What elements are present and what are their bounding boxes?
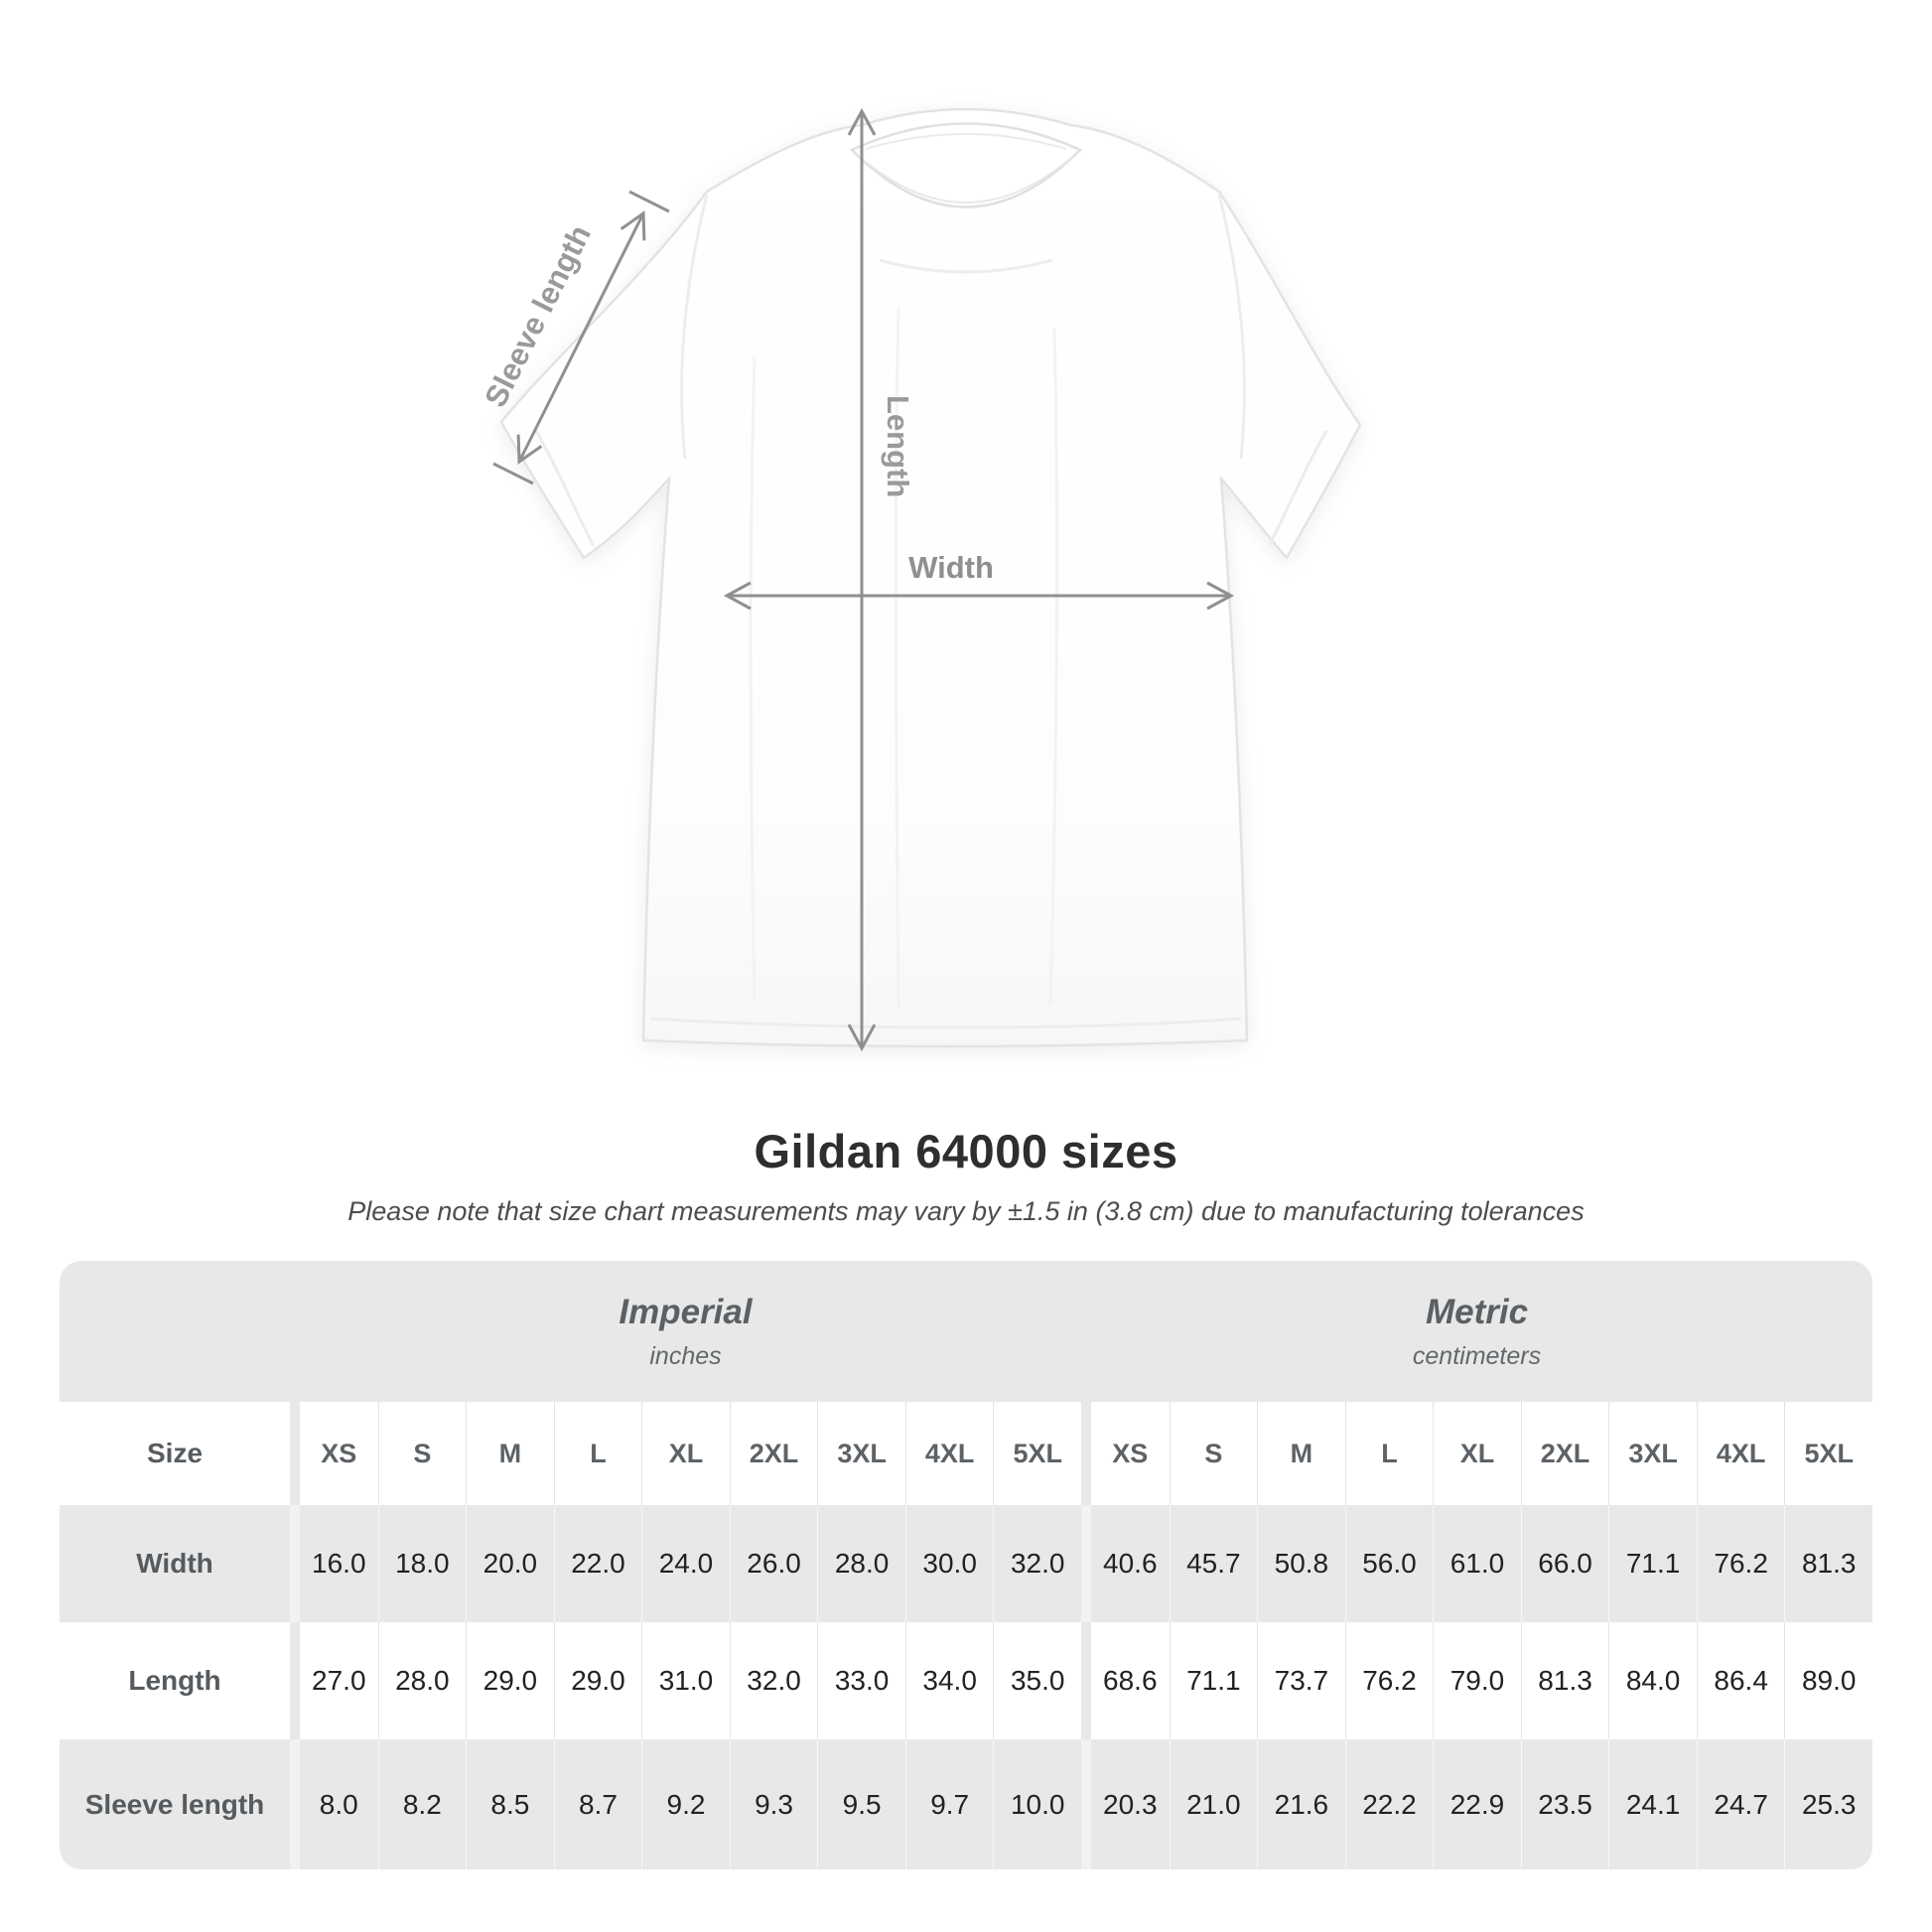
- tshirt-diagram: Sleeve length Length Width: [478, 107, 1362, 1052]
- value-metric-3xl: 71.1: [1608, 1505, 1697, 1622]
- value-imperial-4xl: 30.0: [904, 1505, 994, 1622]
- value-metric-4xl: 24.7: [1696, 1739, 1785, 1869]
- value-metric-3xl: 24.1: [1608, 1739, 1697, 1869]
- imperial-group-name: Imperial: [619, 1292, 753, 1331]
- measurement-row-width: Width 16.0 18.0 20.0 22.0 24.0 26.0 28.0 30.0 32.…: [60, 1505, 1872, 1622]
- value-metric-2xl: 81.3: [1520, 1622, 1609, 1739]
- value-imperial-s: 28.0: [377, 1622, 467, 1739]
- size-header-row: Size XS S M L XL 2XL 3XL 4XL 5XL XS S M L XL 2XL 3XL 4XL…: [60, 1402, 1872, 1505]
- value-imperial-s: 8.2: [377, 1739, 467, 1869]
- value-metric-xl: 79.0: [1433, 1622, 1521, 1739]
- size-header-metric-3xl: 3XL: [1608, 1402, 1697, 1505]
- value-metric-s: 45.7: [1169, 1505, 1258, 1622]
- measurement-row-length: Length 27.0 28.0 29.0 29.0 31.0 32.0 33.0 34.0 35…: [60, 1622, 1872, 1739]
- value-metric-xs: 68.6: [1081, 1622, 1170, 1739]
- length-label: Length: [881, 395, 915, 497]
- value-imperial-xs: 27.0: [290, 1622, 378, 1739]
- metric-group-header: Metric centimeters: [1081, 1261, 1872, 1402]
- value-imperial-4xl: 34.0: [904, 1622, 994, 1739]
- value-metric-xl: 22.9: [1433, 1739, 1521, 1869]
- value-metric-xs: 20.3: [1081, 1739, 1170, 1869]
- size-header-imperial-m: M: [466, 1402, 554, 1505]
- value-imperial-2xl: 32.0: [729, 1622, 818, 1739]
- size-header-metric-s: S: [1169, 1402, 1258, 1505]
- row-label: Length: [128, 1665, 221, 1696]
- unit-group-header-row: Imperial inches Metric centimeters: [60, 1261, 1872, 1402]
- metric-group-unit: centimeters: [1412, 1341, 1542, 1370]
- size-header-metric-xl: XL: [1433, 1402, 1521, 1505]
- metric-group-name: Metric: [1425, 1292, 1529, 1331]
- tshirt-graphic: [499, 107, 1362, 1048]
- value-metric-2xl: 66.0: [1520, 1505, 1609, 1622]
- size-header-imperial-4xl: 4XL: [904, 1402, 994, 1505]
- imperial-group-header: Imperial inches: [290, 1261, 1081, 1402]
- row-label: Sleeve length: [84, 1788, 265, 1820]
- value-imperial-s: 18.0: [377, 1505, 467, 1622]
- tolerance-note: Please note that size chart measurements…: [347, 1196, 1585, 1226]
- value-metric-2xl: 23.5: [1520, 1739, 1609, 1869]
- page-title: Gildan 64000 sizes: [754, 1125, 1178, 1177]
- value-imperial-2xl: 26.0: [729, 1505, 818, 1622]
- size-header-imperial-xs: XS: [290, 1402, 378, 1505]
- value-metric-xl: 61.0: [1433, 1505, 1521, 1622]
- value-imperial-l: 22.0: [553, 1505, 642, 1622]
- value-imperial-xl: 9.2: [641, 1739, 730, 1869]
- tshirt-measurement-figure: Sleeve length Length Width: [478, 107, 1362, 1052]
- value-metric-3xl: 84.0: [1608, 1622, 1697, 1739]
- value-metric-m: 21.6: [1257, 1739, 1345, 1869]
- value-imperial-l: 8.7: [553, 1739, 642, 1869]
- value-imperial-2xl: 9.3: [729, 1739, 818, 1869]
- size-table: Imperial inches Metric centimeters Size …: [60, 1261, 1872, 1869]
- value-metric-m: 50.8: [1257, 1505, 1345, 1622]
- size-header-imperial-5xl: 5XL: [993, 1402, 1081, 1505]
- row-label: Width: [136, 1548, 213, 1579]
- value-imperial-5xl: 32.0: [993, 1505, 1081, 1622]
- imperial-group-unit: inches: [649, 1341, 722, 1370]
- value-metric-5xl: 89.0: [1784, 1622, 1872, 1739]
- value-imperial-xl: 31.0: [641, 1622, 730, 1739]
- band-spacer: [60, 1261, 290, 1402]
- value-imperial-4xl: 9.7: [904, 1739, 994, 1869]
- value-imperial-3xl: 28.0: [817, 1505, 905, 1622]
- value-metric-4xl: 76.2: [1696, 1505, 1785, 1622]
- value-metric-5xl: 81.3: [1784, 1505, 1872, 1622]
- value-imperial-5xl: 10.0: [993, 1739, 1081, 1869]
- value-imperial-m: 20.0: [466, 1505, 554, 1622]
- size-header-metric-l: L: [1344, 1402, 1434, 1505]
- value-imperial-m: 8.5: [466, 1739, 554, 1869]
- value-metric-5xl: 25.3: [1784, 1739, 1872, 1869]
- value-metric-l: 22.2: [1344, 1739, 1434, 1869]
- value-metric-s: 21.0: [1169, 1739, 1258, 1869]
- value-imperial-m: 29.0: [466, 1622, 554, 1739]
- size-header-imperial-3xl: 3XL: [817, 1402, 905, 1505]
- value-metric-m: 73.7: [1257, 1622, 1345, 1739]
- size-header-metric-xs: XS: [1081, 1402, 1170, 1505]
- value-imperial-3xl: 33.0: [817, 1622, 905, 1739]
- value-imperial-xs: 16.0: [290, 1505, 378, 1622]
- value-metric-xs: 40.6: [1081, 1505, 1170, 1622]
- value-metric-s: 71.1: [1169, 1622, 1258, 1739]
- size-header-metric-4xl: 4XL: [1696, 1402, 1785, 1505]
- value-imperial-l: 29.0: [553, 1622, 642, 1739]
- value-metric-l: 56.0: [1344, 1505, 1434, 1622]
- value-metric-l: 76.2: [1344, 1622, 1434, 1739]
- size-header-imperial-s: S: [377, 1402, 467, 1505]
- value-imperial-5xl: 35.0: [993, 1622, 1081, 1739]
- value-imperial-xs: 8.0: [290, 1739, 378, 1869]
- size-header-metric-m: M: [1257, 1402, 1345, 1505]
- size-header-metric-2xl: 2XL: [1520, 1402, 1609, 1505]
- size-header-metric-5xl: 5XL: [1784, 1402, 1872, 1505]
- value-imperial-xl: 24.0: [641, 1505, 730, 1622]
- measurement-row-sleeve-length: Sleeve length 8.0 8.2 8.5 8.7 9.2 9.3 9.5 9.7 10.…: [60, 1739, 1872, 1869]
- value-metric-4xl: 86.4: [1696, 1622, 1785, 1739]
- width-label: Width: [908, 550, 994, 585]
- value-imperial-3xl: 9.5: [817, 1739, 905, 1869]
- size-header-imperial-2xl: 2XL: [729, 1402, 818, 1505]
- size-header-imperial-l: L: [553, 1402, 642, 1505]
- size-column-label: Size: [146, 1438, 204, 1468]
- size-header-imperial-xl: XL: [641, 1402, 730, 1505]
- sleeve-length-arrow: [492, 190, 670, 485]
